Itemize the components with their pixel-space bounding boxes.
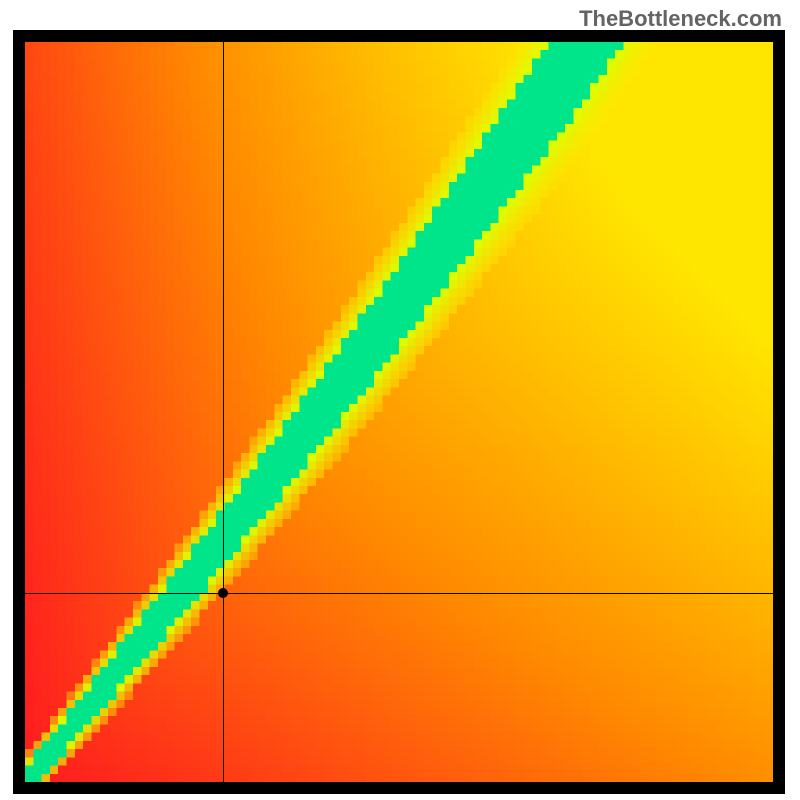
crosshair-horizontal [25,593,773,594]
watermark-text: TheBottleneck.com [579,6,782,32]
chart-container: TheBottleneck.com [0,0,800,800]
heatmap-plot [13,30,785,794]
crosshair-vertical [223,42,224,782]
marker-point [218,588,228,598]
heatmap-canvas [25,42,773,782]
